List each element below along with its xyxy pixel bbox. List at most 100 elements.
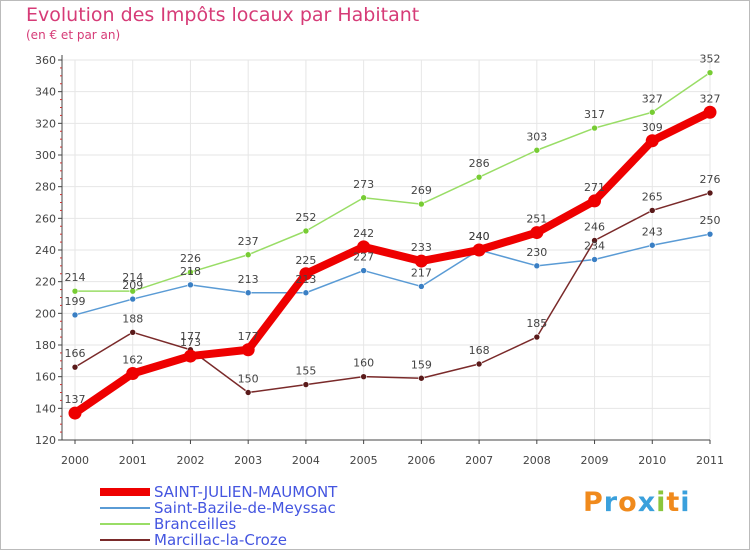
data-label: 173	[180, 336, 201, 349]
data-point	[302, 381, 310, 388]
data-label: 226	[180, 252, 201, 265]
y-tick-label: 220	[35, 276, 56, 289]
data-point	[588, 194, 602, 208]
data-point	[302, 289, 310, 297]
data-point	[645, 134, 659, 148]
data-label: 137	[65, 393, 86, 406]
y-tick-label: 180	[35, 339, 56, 352]
y-tick-label: 120	[35, 434, 56, 447]
legend-swatch	[100, 488, 150, 496]
data-point	[706, 189, 714, 197]
data-label: 276	[700, 173, 721, 186]
x-tick-label: 2003	[234, 454, 262, 467]
x-tick-label: 2002	[176, 454, 204, 467]
data-label: 177	[180, 330, 201, 343]
data-point	[360, 373, 367, 380]
data-label: 234	[584, 240, 605, 253]
data-point	[241, 343, 255, 357]
data-point	[591, 237, 598, 244]
data-label: 250	[700, 214, 721, 227]
data-label: 160	[353, 357, 374, 370]
data-label: 237	[238, 235, 259, 248]
data-label: 252	[295, 211, 316, 224]
x-tick-label: 2000	[61, 454, 89, 467]
y-tick-label: 320	[35, 117, 56, 130]
data-label: 240	[469, 230, 490, 243]
x-tick-label: 2004	[292, 454, 320, 467]
logo-letter: x	[637, 487, 657, 518]
x-tick-label: 2001	[119, 454, 147, 467]
data-point	[244, 289, 252, 297]
data-point	[187, 281, 194, 289]
data-label: 271	[584, 181, 605, 194]
data-point	[703, 105, 717, 119]
x-tick-label: 2007	[465, 454, 493, 467]
data-point	[475, 360, 483, 368]
data-point	[183, 349, 197, 363]
x-tick-label: 2008	[523, 454, 551, 467]
legend-item: SAINT-JULIEN-MAUMONT	[100, 483, 420, 501]
data-label: 327	[700, 92, 721, 105]
data-label: 309	[642, 121, 663, 134]
series-line-0	[71, 108, 714, 418]
legend-item: Saint-Bazile-de-Meyssac	[100, 499, 420, 517]
data-label: 214	[122, 271, 143, 284]
data-label: 230	[526, 246, 547, 259]
legend-label: Saint-Bazile-de-Meyssac	[154, 499, 336, 517]
data-point	[418, 200, 425, 208]
data-label: 217	[411, 266, 432, 279]
proxiti-logo: Proxiti	[583, 487, 691, 518]
data-label: 159	[411, 358, 432, 371]
data-point	[129, 329, 137, 336]
data-point	[71, 287, 79, 295]
x-tick-label: 2010	[638, 454, 666, 467]
legend-swatch	[100, 539, 150, 541]
data-point	[533, 333, 541, 341]
logo-letter: P	[583, 487, 604, 518]
legend-label: Marcillac-la-Croze	[154, 531, 287, 549]
data-point	[129, 287, 137, 295]
data-label: 269	[411, 184, 432, 197]
data-point	[648, 108, 656, 116]
y-tick-label: 140	[35, 402, 56, 415]
data-point	[648, 207, 656, 214]
logo-letter: i	[680, 487, 691, 518]
x-tick-label: 2009	[581, 454, 609, 467]
data-point	[591, 256, 598, 263]
legend-label: SAINT-JULIEN-MAUMONT	[154, 483, 338, 501]
logo-letter: r	[603, 487, 619, 518]
data-point	[187, 268, 194, 276]
series-line-2	[74, 71, 711, 292]
data-point	[129, 295, 137, 303]
legend-item: Branceilles	[100, 515, 420, 533]
chart-title: Evolution des Impôts locaux par Habitant	[26, 4, 420, 26]
logo-letter: t	[666, 487, 681, 518]
data-point	[126, 367, 140, 380]
data-label: 317	[584, 108, 605, 121]
logo-letter: o	[618, 487, 638, 518]
data-label: 218	[180, 265, 201, 278]
data-label: 209	[122, 279, 143, 292]
data-label: 227	[353, 251, 374, 264]
data-point	[648, 241, 656, 249]
data-label: 166	[65, 347, 86, 360]
data-label: 243	[642, 225, 663, 238]
data-label: 303	[526, 130, 547, 143]
data-label: 150	[238, 373, 259, 386]
legend-item: Marcillac-la-Croze	[100, 531, 420, 549]
data-point	[418, 374, 425, 382]
data-point	[302, 227, 310, 235]
data-label: 233	[411, 241, 432, 254]
series-line-3	[74, 192, 711, 394]
data-point	[360, 267, 367, 274]
y-tick-label: 340	[35, 86, 56, 99]
data-point	[706, 69, 714, 76]
data-point	[472, 243, 486, 257]
data-label: 246	[584, 221, 605, 234]
data-label: 188	[122, 312, 143, 325]
data-label: 352	[700, 53, 721, 66]
legend-swatch	[100, 523, 150, 525]
data-label: 225	[295, 254, 316, 267]
data-label: 213	[238, 273, 259, 286]
data-label: 327	[642, 92, 663, 105]
